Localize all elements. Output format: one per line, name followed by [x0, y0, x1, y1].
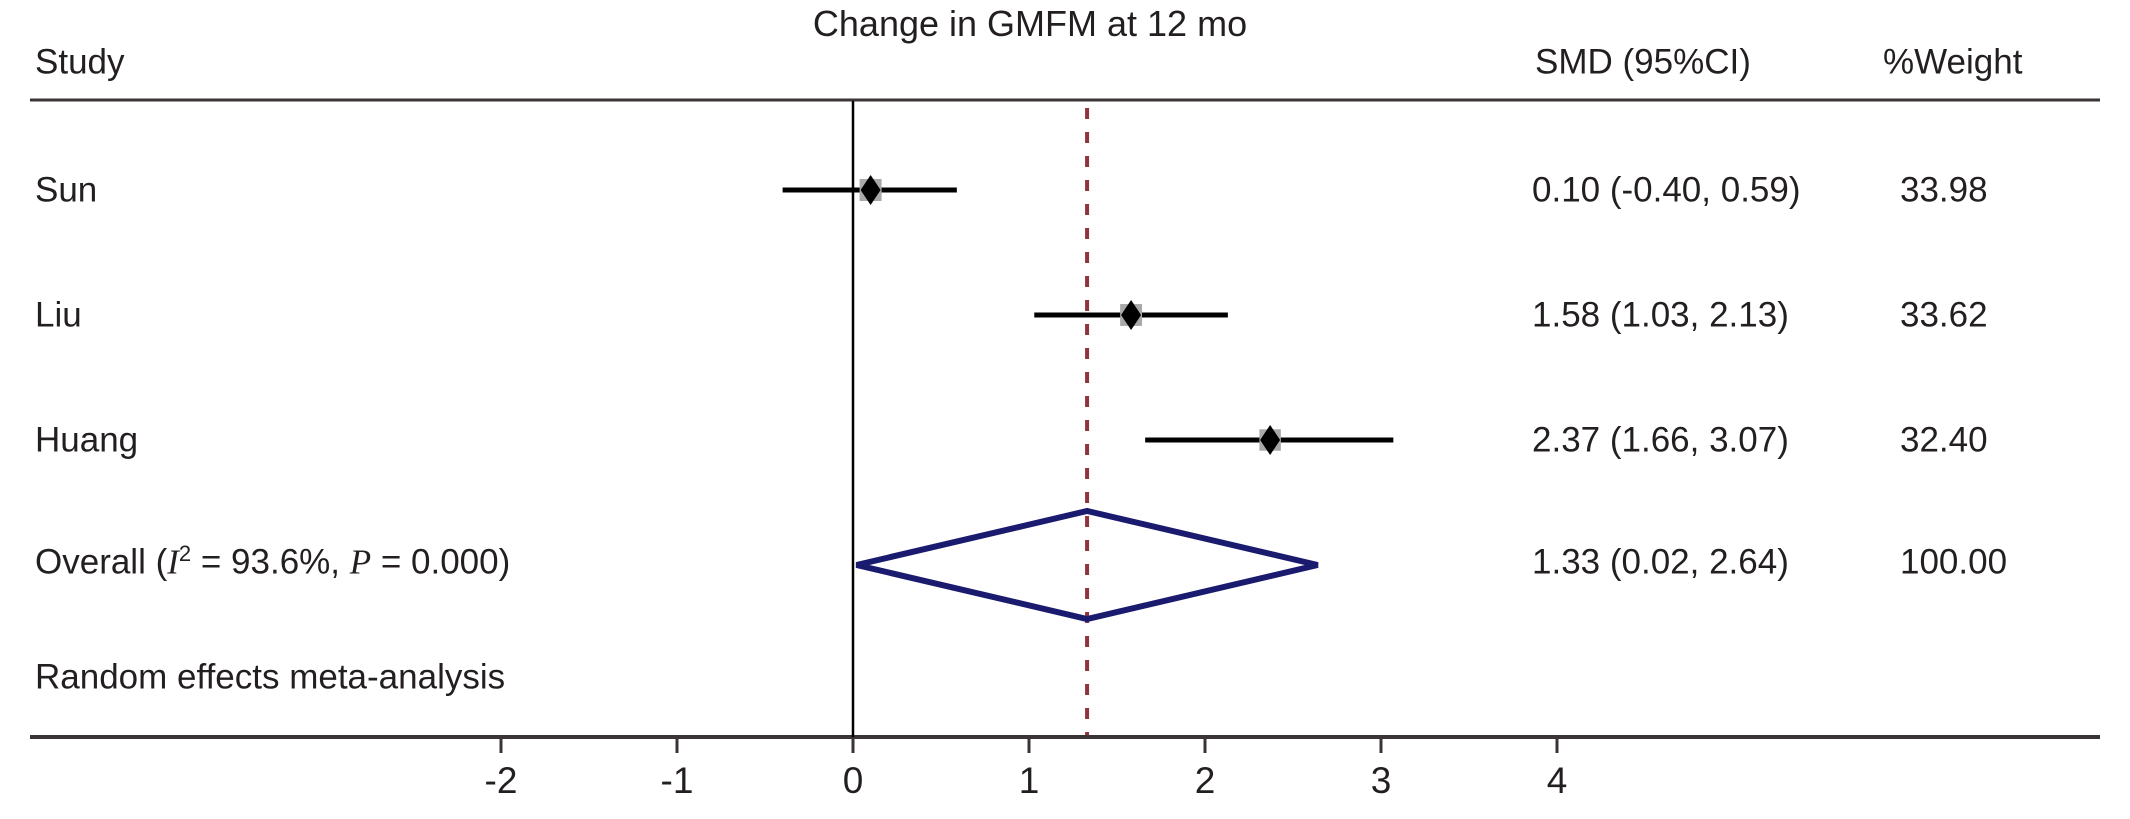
overall-label-heterogeneity: = 93.6%, — [191, 542, 350, 582]
overall-label-pvalue: = 0.000) — [371, 542, 511, 582]
point-estimate-marker-huang — [1260, 425, 1281, 455]
p-symbol: P — [349, 542, 372, 582]
axis-tick-label-0: 0 — [843, 760, 864, 801]
column-header-weight: %Weight — [1883, 42, 2023, 82]
study-smd-value: 2.37 (1.66, 3.07) — [1532, 420, 1789, 460]
column-header-smd: SMD (95%CI) — [1535, 42, 1751, 82]
chart-title: Change in GMFM at 12 mo — [812, 3, 1248, 44]
study-weight-value: 33.98 — [1900, 170, 1988, 210]
overall-label: Overall (I2 = 93.6%, P = 0.000) — [35, 542, 511, 582]
axis-tick-label-4: 4 — [1547, 760, 1568, 801]
study-weight-value: 32.40 — [1900, 420, 1988, 460]
column-header-study: Study — [35, 42, 125, 82]
study-smd-value: 0.10 (-0.40, 0.59) — [1532, 170, 1801, 210]
i-squared-exponent: 2 — [178, 540, 192, 566]
study-weight-value: 33.62 — [1900, 295, 1988, 335]
overall-diamond — [855, 507, 1319, 623]
axis-tick-label-3: 3 — [1371, 760, 1392, 801]
point-estimate-marker-sun — [860, 175, 881, 205]
overall-weight-value: 100.00 — [1900, 542, 2008, 582]
overall-smd-value: 1.33 (0.02, 2.64) — [1532, 542, 1789, 582]
study-label: Sun — [35, 170, 98, 210]
point-estimate-marker-liu — [1121, 300, 1142, 330]
axis-tick-label--1: -1 — [661, 760, 694, 801]
axis-tick-label-1: 1 — [1019, 760, 1040, 801]
study-label: Liu — [35, 295, 82, 335]
analysis-note: Random effects meta-analysis — [35, 657, 506, 697]
axis-tick-label-2: 2 — [1195, 760, 1216, 801]
study-smd-value: 1.58 (1.03, 2.13) — [1532, 295, 1789, 335]
overall-label-prefix: Overall ( — [35, 542, 168, 582]
i-squared-symbol: I — [167, 542, 179, 582]
study-label: Huang — [35, 420, 139, 460]
axis-tick-label--2: -2 — [485, 760, 518, 801]
